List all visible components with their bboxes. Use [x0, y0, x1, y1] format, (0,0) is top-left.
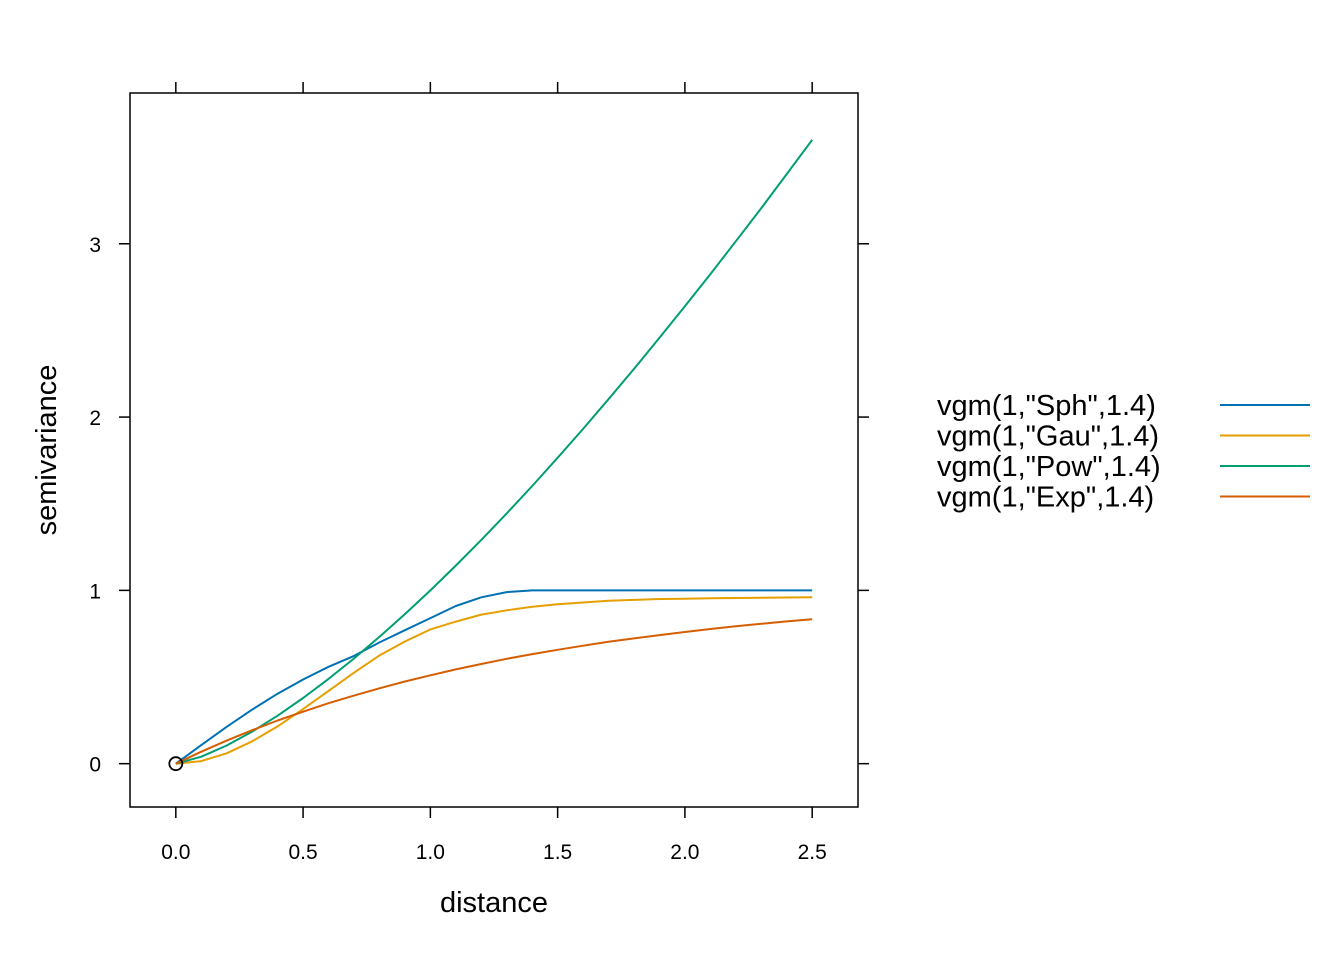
- x-tick-label: 0.0: [161, 841, 190, 864]
- legend-label: vgm(1,"Sph",1.4): [937, 390, 1156, 422]
- x-tick-label: 1.5: [543, 841, 572, 864]
- plot-frame: [129, 92, 859, 808]
- series-line-1: [175, 596, 813, 765]
- x-axis-title: distance: [440, 887, 548, 919]
- origin-point: [168, 756, 184, 772]
- x-tick-label: 2.0: [670, 841, 699, 864]
- legend-label: vgm(1,"Exp",1.4): [937, 482, 1154, 514]
- y-tick-label: 2: [89, 407, 101, 430]
- lines-layer: [168, 139, 814, 772]
- legend-label: vgm(1,"Pow",1.4): [937, 451, 1161, 483]
- ticks-layer: 0.0 0.5 1.0 1.5 2.0 2.5 0 1 2 3: [89, 82, 869, 864]
- x-tick-label: 0.5: [288, 841, 317, 864]
- legend-label: vgm(1,"Gau",1.4): [937, 421, 1159, 453]
- x-tick-label: 1.0: [416, 841, 445, 864]
- y-tick-label: 1: [89, 580, 101, 603]
- series-line-3: [175, 618, 813, 765]
- y-tick-label: 0: [89, 754, 101, 777]
- x-tick-label: 2.5: [798, 841, 827, 864]
- legend: vgm(1,"Sph",1.4)vgm(1,"Gau",1.4)vgm(1,"P…: [937, 390, 1310, 514]
- y-axis-title: semivariance: [31, 365, 63, 536]
- series-line-2: [175, 139, 814, 765]
- y-tick-label: 3: [89, 234, 101, 257]
- series-line-0: [175, 589, 813, 765]
